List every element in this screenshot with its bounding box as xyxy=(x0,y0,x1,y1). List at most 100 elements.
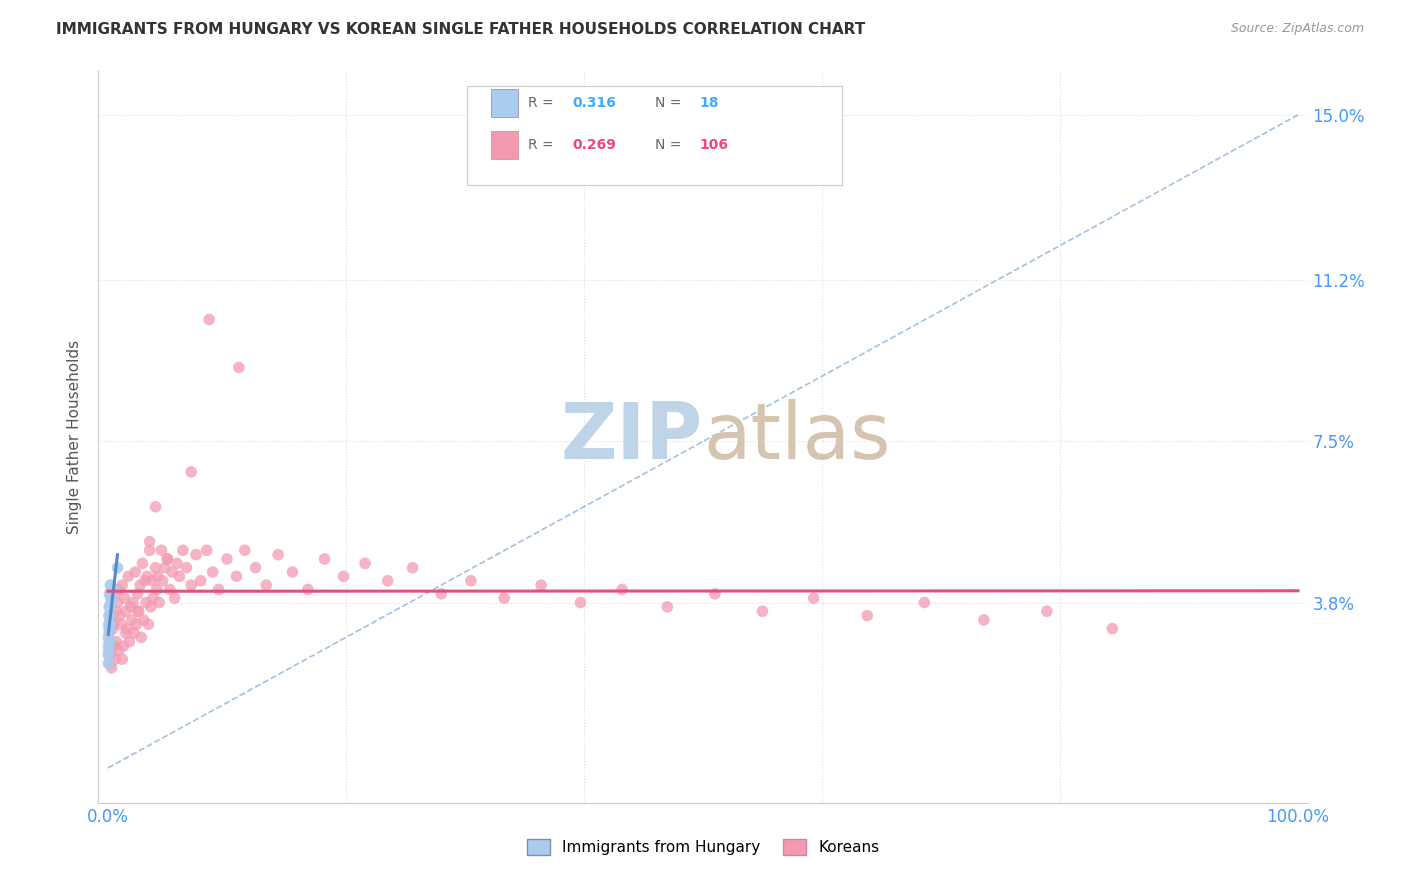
Point xyxy=(111,578,134,592)
Point xyxy=(314,552,336,566)
Text: 0.269: 0.269 xyxy=(572,138,616,152)
Point xyxy=(131,557,153,571)
Point xyxy=(128,604,150,618)
Point xyxy=(190,574,212,588)
Legend: Immigrants from Hungary, Koreans: Immigrants from Hungary, Koreans xyxy=(520,833,886,861)
Point xyxy=(146,569,169,583)
Point xyxy=(245,560,267,574)
Text: IMMIGRANTS FROM HUNGARY VS KOREAN SINGLE FATHER HOUSEHOLDS CORRELATION CHART: IMMIGRANTS FROM HUNGARY VS KOREAN SINGLE… xyxy=(56,22,866,37)
Point xyxy=(97,639,120,653)
Point xyxy=(98,617,121,632)
Point xyxy=(103,639,125,653)
Point xyxy=(97,657,120,671)
Point xyxy=(104,652,127,666)
Point xyxy=(110,617,132,632)
Text: R =: R = xyxy=(527,96,558,110)
Point xyxy=(751,604,773,618)
Point xyxy=(195,543,218,558)
Point xyxy=(100,595,122,609)
Point xyxy=(98,578,121,592)
Point xyxy=(169,569,191,583)
Point xyxy=(1101,622,1123,636)
Point xyxy=(176,560,198,574)
Point xyxy=(98,643,121,657)
Point xyxy=(134,574,156,588)
Point xyxy=(152,574,174,588)
Text: atlas: atlas xyxy=(703,399,890,475)
Point xyxy=(122,626,145,640)
Point xyxy=(377,574,399,588)
Point xyxy=(233,543,256,558)
Point xyxy=(198,312,221,326)
Point xyxy=(114,591,136,606)
Point xyxy=(141,574,163,588)
Point xyxy=(138,543,160,558)
Point xyxy=(114,604,136,618)
Point xyxy=(166,557,188,571)
Point xyxy=(129,578,152,592)
Point xyxy=(103,617,125,632)
Point xyxy=(201,565,224,579)
Point xyxy=(153,560,176,574)
Point xyxy=(132,613,155,627)
Point xyxy=(124,565,146,579)
Point xyxy=(97,643,120,657)
Point xyxy=(267,548,290,562)
Point xyxy=(101,608,124,623)
Point xyxy=(122,595,145,609)
Point xyxy=(856,608,879,623)
Point xyxy=(156,552,179,566)
Point xyxy=(98,626,121,640)
Bar xyxy=(492,89,517,117)
Point xyxy=(180,578,202,592)
Point xyxy=(297,582,319,597)
Point xyxy=(138,534,160,549)
Point xyxy=(98,599,121,614)
Point xyxy=(105,634,128,648)
Point xyxy=(610,582,633,597)
Text: R =: R = xyxy=(527,138,558,152)
Point xyxy=(145,560,167,574)
FancyBboxPatch shape xyxy=(467,86,842,185)
Point xyxy=(104,587,127,601)
Point xyxy=(107,560,129,574)
Point xyxy=(207,582,229,597)
Point xyxy=(135,595,157,609)
Point xyxy=(100,595,122,609)
Point xyxy=(121,613,143,627)
Point xyxy=(184,548,207,562)
Point xyxy=(172,543,194,558)
Point xyxy=(148,595,170,609)
Point xyxy=(136,569,159,583)
Point xyxy=(118,634,141,648)
Point xyxy=(98,608,121,623)
Text: 18: 18 xyxy=(699,96,718,110)
Text: N =: N = xyxy=(655,138,685,152)
Point xyxy=(100,591,122,606)
Point xyxy=(225,569,247,583)
Point xyxy=(401,560,423,574)
Point xyxy=(150,543,173,558)
Point xyxy=(156,552,179,566)
Point xyxy=(1036,604,1059,618)
Point xyxy=(180,465,202,479)
Point xyxy=(228,360,250,375)
Point xyxy=(98,634,121,648)
Point xyxy=(803,591,825,606)
Point xyxy=(494,591,516,606)
Point xyxy=(117,569,139,583)
Point xyxy=(98,587,121,601)
Point xyxy=(98,657,121,671)
Point xyxy=(139,599,162,614)
Point xyxy=(111,652,134,666)
Point xyxy=(97,608,120,623)
Point xyxy=(101,622,124,636)
Point xyxy=(657,599,679,614)
Point xyxy=(159,582,181,597)
Point xyxy=(430,587,453,601)
Point xyxy=(281,565,304,579)
Point xyxy=(98,648,121,662)
Text: N =: N = xyxy=(655,96,685,110)
Point xyxy=(460,574,482,588)
Point xyxy=(103,582,125,597)
